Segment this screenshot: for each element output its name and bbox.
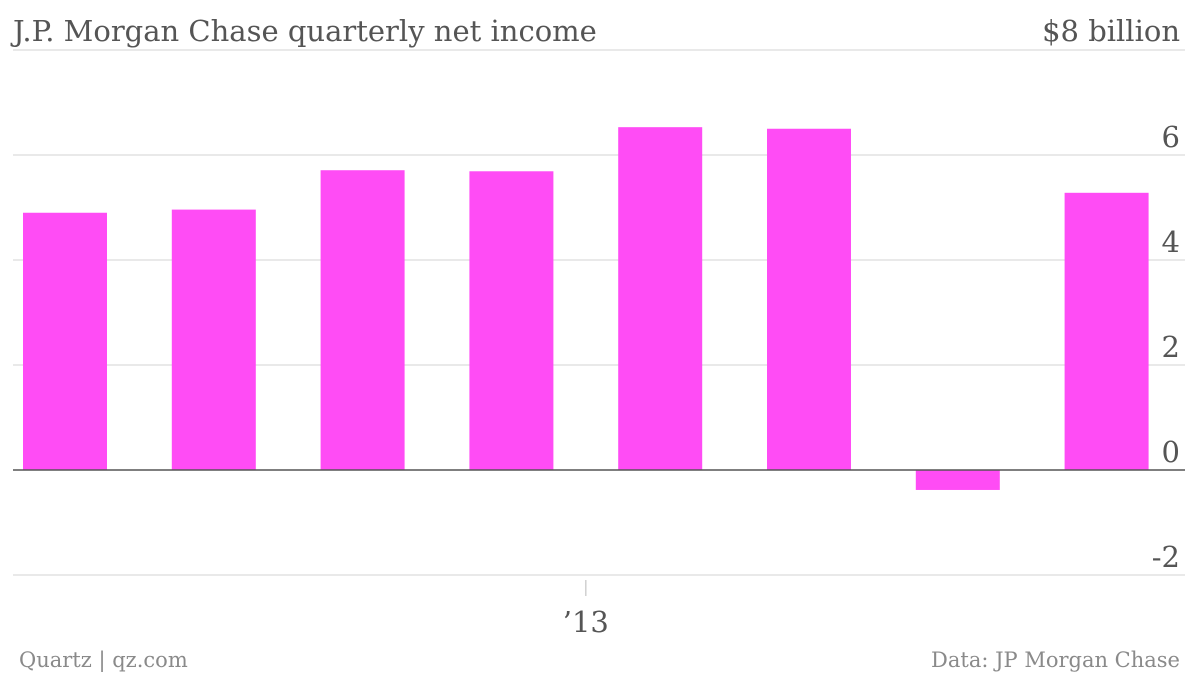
bar (469, 171, 554, 470)
y-tick-label: 0 (1162, 435, 1180, 469)
x-tick-label: ’13 (563, 605, 609, 639)
x-axis-ticks: ’13 (563, 580, 609, 639)
y-axis-top-label: $8 billion (1042, 14, 1180, 48)
bar (320, 170, 405, 470)
y-tick-label: 2 (1162, 330, 1180, 364)
bar (171, 209, 256, 470)
footer-source: Data: JP Morgan Chase (931, 648, 1180, 672)
y-tick-label: 4 (1162, 225, 1180, 259)
footer-credit: Quartz | qz.com (19, 648, 188, 673)
bar (23, 212, 107, 470)
y-axis-ticks: 6 4 2 0 -2 (1152, 120, 1180, 574)
bar (915, 470, 1000, 490)
chart-title: J.P. Morgan Chase quarterly net income (10, 14, 597, 48)
bar (1064, 192, 1149, 471)
y-tick-label: 6 (1162, 120, 1180, 154)
y-tick-label: -2 (1152, 540, 1180, 574)
bars (23, 127, 1149, 490)
bar (767, 128, 851, 470)
bar (618, 127, 703, 471)
